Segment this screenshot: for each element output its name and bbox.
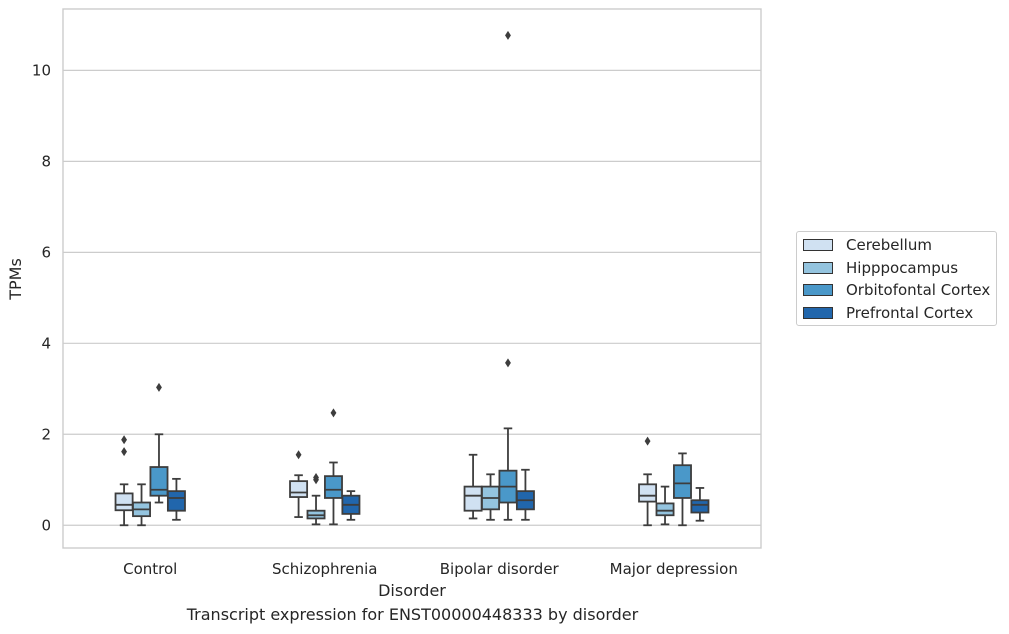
x-axis-label: Disorder [378, 581, 446, 600]
figure-caption: Transcript expression for ENST0000044833… [186, 605, 639, 624]
legend-item-cerebellum: Cerebellum [803, 235, 932, 255]
box-2-2 [498, 30, 518, 521]
legend-label-orbitofrontal: Orbitofontal Cortex [846, 281, 991, 299]
outlier-point [121, 435, 127, 445]
x-tick-label: Bipolar disorder [440, 560, 560, 578]
boxplot-series [114, 30, 710, 527]
outlier-point [505, 358, 511, 368]
box-0-3 [638, 436, 658, 527]
box-1-3 [655, 485, 675, 526]
outlier-point [313, 472, 319, 482]
y-axis-label: TPMs [6, 258, 25, 301]
outlier-point [295, 450, 302, 460]
outlier-point [156, 382, 162, 392]
y-axis-ticks: 0 2 4 6 8 10 [32, 61, 51, 534]
legend-label-cerebellum: Cerebellum [846, 236, 932, 254]
legend-swatch-hippocampus [803, 262, 833, 274]
box-iqr [114, 492, 134, 512]
box-1-1 [306, 472, 326, 526]
box-3-0 [166, 477, 186, 521]
box-iqr [289, 480, 309, 498]
box-iqr [149, 466, 169, 497]
legend-item-hippocampus: Hipppocampus [803, 258, 958, 278]
x-tick-label: Major depression [610, 560, 738, 578]
box-2-3 [673, 452, 692, 527]
x-tick-label: Control [123, 560, 177, 578]
box-1-0 [132, 483, 151, 527]
legend-swatch-cerebellum [803, 239, 833, 251]
box-0-2 [463, 453, 483, 520]
outlier-point [505, 30, 511, 40]
legend-item-prefrontal: Prefrontal Cortex [803, 303, 973, 323]
y-tick-label: 2 [41, 425, 51, 443]
x-tick-label: Schizophrenia [272, 560, 377, 578]
legend-swatch-prefrontal [803, 307, 833, 319]
gridlines [63, 69, 761, 526]
y-tick-label: 8 [41, 152, 51, 170]
outlier-point [644, 436, 651, 446]
x-axis-ticks: Control Schizophrenia Bipolar disorder Majo… [123, 560, 738, 578]
y-tick-label: 6 [41, 243, 51, 261]
box-0-0 [114, 435, 134, 527]
box-iqr [655, 502, 675, 517]
box-2-1 [324, 408, 343, 526]
box-1-2 [481, 473, 500, 521]
box-iqr [673, 464, 692, 499]
legend-swatch-orbitofrontal [803, 284, 833, 296]
legend-label-hippocampus: Hipppocampus [846, 259, 959, 277]
y-tick-label: 0 [41, 516, 51, 534]
box-iqr [166, 490, 186, 512]
box-3-2 [515, 468, 535, 521]
plot-frame [62, 8, 762, 549]
box-2-0 [149, 382, 169, 504]
box-0-1 [289, 450, 309, 518]
legend-label-prefrontal: Prefrontal Cortex [846, 304, 974, 322]
y-tick-label: 4 [41, 334, 51, 352]
box-iqr [690, 499, 710, 514]
legend-item-orbitofrontal: Orbitofontal Cortex [803, 280, 990, 300]
outlier-point [330, 408, 337, 418]
box-iqr [324, 475, 343, 499]
box-iqr [463, 485, 483, 512]
outlier-point [121, 447, 127, 457]
box-3-3 [690, 487, 710, 522]
legend: Cerebellum Hipppocampus Orbitofontal Cor… [796, 231, 997, 326]
box-3-1 [341, 490, 361, 521]
y-tick-label: 10 [32, 61, 51, 79]
box-iqr [638, 483, 658, 503]
